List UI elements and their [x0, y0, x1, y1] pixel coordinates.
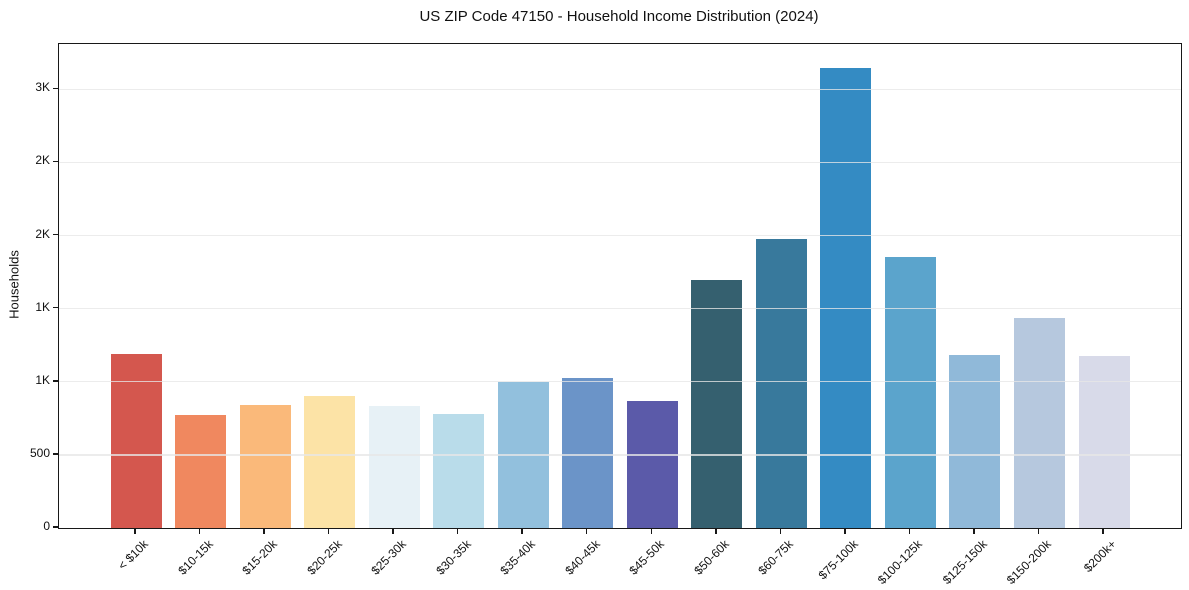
bar — [304, 395, 356, 528]
x-tick-label: $150-200k — [1004, 537, 1055, 588]
x-tick-mark — [263, 528, 265, 534]
bar — [433, 414, 485, 528]
x-tick-mark — [456, 528, 459, 534]
x-tick-mark — [521, 528, 523, 534]
x-tick-label: $15-20k — [239, 537, 280, 578]
bar — [820, 68, 872, 528]
x-tick-label: $35-40k — [497, 537, 539, 578]
x-tick-label: $60-75k — [755, 537, 797, 578]
bar — [626, 401, 678, 528]
x-tick-label: $75-100k — [815, 537, 861, 583]
bar — [755, 238, 807, 528]
x-tick-mark — [585, 528, 588, 534]
gridline — [59, 161, 1181, 164]
gridline — [59, 234, 1181, 237]
bar — [368, 405, 420, 528]
bar — [175, 414, 227, 528]
x-tick-label: $50-60k — [691, 537, 732, 578]
gridline — [59, 88, 1181, 91]
y-axis-label: Households — [6, 250, 22, 319]
bar — [949, 354, 1001, 528]
y-tick-label: 0 — [43, 519, 50, 533]
x-tick-mark — [779, 528, 782, 534]
y-tick-label: 1K — [35, 299, 50, 314]
gridline — [59, 454, 1181, 456]
y-tick-mark — [53, 160, 58, 163]
y-tick-label: 1K — [35, 372, 50, 387]
x-tick-label: $10-15k — [174, 537, 216, 578]
bar — [110, 353, 162, 528]
gridline — [59, 307, 1181, 310]
chart-title: US ZIP Code 47150 - Household Income Dis… — [419, 8, 819, 25]
x-tick-label: $45-50k — [626, 537, 668, 578]
x-tick-mark — [715, 528, 717, 534]
x-tick-label: $40-45k — [562, 537, 603, 578]
x-tick-label: $200k+ — [1080, 537, 1119, 575]
x-tick-label: $125-150k — [939, 537, 990, 588]
x-tick-label: $30-35k — [432, 537, 474, 578]
y-tick-mark — [53, 453, 58, 455]
bar — [691, 279, 743, 528]
y-tick-mark — [53, 87, 58, 90]
x-tick-mark — [198, 528, 201, 534]
x-tick-mark — [134, 528, 136, 534]
x-tick-label: $20-25k — [303, 537, 345, 578]
bar — [1013, 318, 1065, 528]
x-tick-label: < $10k — [115, 537, 151, 573]
bar — [562, 377, 614, 528]
y-tick-label: 2K — [35, 226, 50, 241]
bar — [239, 405, 291, 528]
x-tick-label: $25-30k — [368, 537, 410, 578]
x-tick-mark — [1037, 528, 1040, 534]
y-tick-label: 500 — [29, 445, 50, 460]
x-tick-mark — [973, 528, 975, 534]
bar — [884, 257, 936, 528]
y-tick-mark — [53, 380, 58, 382]
y-tick-label: 2K — [35, 153, 50, 168]
bar — [1078, 355, 1130, 528]
x-tick-mark — [1102, 528, 1104, 534]
y-tick-label: 3K — [35, 80, 50, 95]
x-tick-mark — [327, 528, 330, 534]
y-tick-mark — [53, 526, 58, 528]
x-tick-mark — [650, 528, 653, 534]
x-tick-mark — [908, 528, 911, 534]
y-tick-mark — [53, 233, 58, 236]
gridline — [59, 381, 1181, 383]
x-tick-mark — [844, 528, 846, 534]
x-tick-mark — [392, 528, 394, 534]
plot-area — [58, 43, 1182, 529]
y-tick-mark — [53, 306, 58, 309]
x-tick-label: $100-125k — [875, 537, 926, 588]
